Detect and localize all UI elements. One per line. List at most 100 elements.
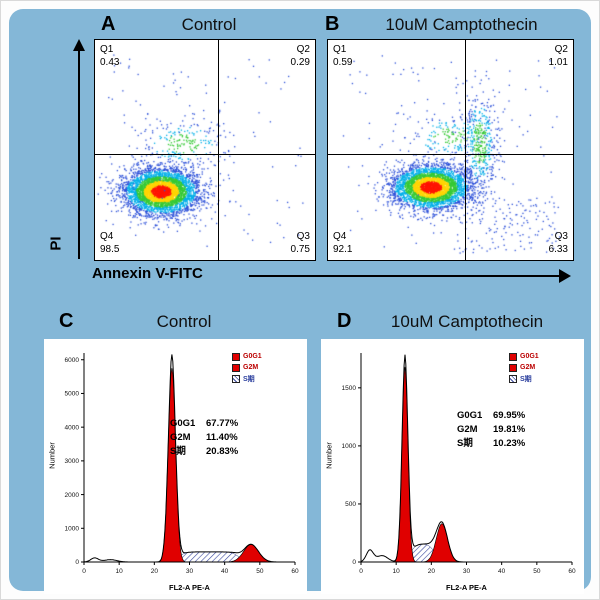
quadrant-value: 0.29 xyxy=(290,57,310,68)
stat-line: G2M 19.81% xyxy=(457,423,525,437)
quadrant-name: Q3 xyxy=(296,231,310,242)
legend-label: G2M xyxy=(243,364,259,371)
cell-cycle-chart-d: 0 10 20 30 40 50 60 0 500 1000 1500 G0G1 G2M S期 G0… xyxy=(321,339,584,594)
legend-label: G0G1 xyxy=(243,353,262,360)
legend-item-g2m: G2M xyxy=(509,362,539,373)
svg-text:0: 0 xyxy=(359,568,363,575)
quadrant-value: 0.75 xyxy=(290,244,310,255)
x-ticks: 0 10 20 30 40 50 60 xyxy=(359,562,576,575)
quadrant-name: Q1 xyxy=(100,44,114,55)
panel-label-b: B xyxy=(325,13,340,35)
stat-value: 19.81% xyxy=(493,424,526,435)
quadrant-q3-a: Q3 0.75 xyxy=(291,230,310,256)
quadrant-vline-b xyxy=(465,40,467,260)
stats-d: G0G1 69.95% G2M 19.81% S期 10.23% xyxy=(457,409,525,451)
svg-text:6000: 6000 xyxy=(65,357,80,364)
x-axis-label-c: FL2-A PE-A xyxy=(169,583,210,592)
pi-axis-label: PI xyxy=(47,236,65,251)
g2m-area xyxy=(361,523,572,563)
legend-label: S期 xyxy=(520,375,532,383)
stat-line: G2M 11.40% xyxy=(170,431,238,445)
y-axis-label-c: Number xyxy=(47,442,57,469)
legend-label: S期 xyxy=(243,375,255,383)
svg-text:0: 0 xyxy=(352,559,356,566)
svg-text:4000: 4000 xyxy=(65,424,80,431)
swatch-hatch-icon xyxy=(509,374,517,383)
stat-value: 11.40% xyxy=(206,432,238,443)
y-ticks: 0 1000 2000 3000 4000 5000 6000 xyxy=(65,357,84,566)
annexin-axis-label: Annexin V-FITC xyxy=(92,265,203,282)
axes xyxy=(360,353,572,563)
stat-name: G2M xyxy=(170,432,191,443)
stat-line: S期 20.83% xyxy=(170,445,238,459)
quadrant-vline-a xyxy=(218,40,220,260)
flow-scatter-plot-b: Q1 0.59 Q2 1.01 Q4 92.1 Q3 6.33 xyxy=(327,39,574,261)
stat-line: G0G1 69.95% xyxy=(457,409,525,423)
stat-value: 69.95% xyxy=(493,410,526,421)
cell-cycle-chart-c: 0 10 20 30 40 50 60 0 1000 2000 3000 4000 5000 6000 G… xyxy=(44,339,307,594)
annexin-axis-arrowhead-icon xyxy=(559,269,571,283)
stat-line: G0G1 67.77% xyxy=(170,417,238,431)
quadrant-q1-b: Q1 0.59 xyxy=(333,43,352,69)
stat-value: 67.77% xyxy=(206,418,239,429)
stat-line: S期 10.23% xyxy=(457,437,525,451)
quadrant-value: 6.33 xyxy=(548,244,568,255)
swatch-red-icon xyxy=(509,352,517,361)
x-axis-label-d: FL2-A PE-A xyxy=(446,583,487,592)
histogram-c: 0 10 20 30 40 50 60 0 1000 2000 3000 4000 5000 6000 xyxy=(65,353,299,575)
flow-density-b xyxy=(328,40,572,259)
quadrant-value: 0.59 xyxy=(333,57,353,68)
quadrant-name: Q4 xyxy=(100,231,114,242)
panel-label-d: D xyxy=(337,310,352,332)
flow-density-a xyxy=(95,40,314,259)
quadrant-name: Q1 xyxy=(333,44,347,55)
legend-item-g0g1: G0G1 xyxy=(232,351,262,362)
quadrant-q4-a: Q4 98.5 xyxy=(100,230,119,256)
svg-text:0: 0 xyxy=(82,568,86,575)
legend-item-s: S期 xyxy=(509,373,539,384)
swatch-red-icon xyxy=(509,363,517,372)
quadrant-name: Q2 xyxy=(554,44,568,55)
quadrant-q3-b: Q3 6.33 xyxy=(549,230,568,256)
quadrant-value: 1.01 xyxy=(548,57,568,68)
stat-name: G0G1 xyxy=(457,410,483,421)
svg-text:500: 500 xyxy=(345,501,356,508)
stat-name: S期 xyxy=(170,446,186,457)
quadrant-name: Q4 xyxy=(333,231,347,242)
y-ticks: 0 500 1000 1500 xyxy=(342,385,361,566)
panel-title-c: Control xyxy=(156,312,212,331)
legend-label: G2M xyxy=(520,364,536,371)
legend-d: G0G1 G2M S期 xyxy=(509,351,539,384)
figure-background: A Control B 10uM Camptothecin Q1 0.43 Q2… xyxy=(9,9,591,594)
legend-item-g2m: G2M xyxy=(232,362,262,373)
stat-name: G0G1 xyxy=(170,418,196,429)
swatch-red-icon xyxy=(232,352,240,361)
swatch-red-icon xyxy=(232,363,240,372)
panel-label-c: C xyxy=(59,310,74,332)
quadrant-q4-b: Q4 92.1 xyxy=(333,230,352,256)
stat-name: G2M xyxy=(457,424,478,435)
quadrant-q1-a: Q1 0.43 xyxy=(100,43,119,69)
s-phase-area xyxy=(361,543,572,563)
svg-text:30: 30 xyxy=(186,568,194,575)
svg-text:40: 40 xyxy=(221,568,229,575)
svg-text:1000: 1000 xyxy=(342,443,357,450)
quadrant-q2-a: Q2 0.29 xyxy=(291,43,310,69)
svg-text:20: 20 xyxy=(428,568,436,575)
svg-text:3000: 3000 xyxy=(65,458,80,465)
annexin-axis-line xyxy=(249,275,561,277)
svg-text:1500: 1500 xyxy=(342,385,357,392)
total-outline xyxy=(83,354,295,563)
swatch-hatch-icon xyxy=(232,374,240,383)
panel-title-d: 10uM Camptothecin xyxy=(390,312,544,331)
legend-item-g0g1: G0G1 xyxy=(509,351,539,362)
quadrant-value: 98.5 xyxy=(100,244,120,255)
stats-c: G0G1 67.77% G2M 11.40% S期 20.83% xyxy=(170,417,238,459)
quadrant-name: Q2 xyxy=(296,44,310,55)
histogram-d: 0 10 20 30 40 50 60 0 500 1000 1500 xyxy=(342,353,576,575)
svg-text:50: 50 xyxy=(256,568,264,575)
pi-axis-arrowhead-icon xyxy=(73,39,85,51)
quadrant-hline-b xyxy=(328,154,573,156)
legend-label: G0G1 xyxy=(520,353,539,360)
